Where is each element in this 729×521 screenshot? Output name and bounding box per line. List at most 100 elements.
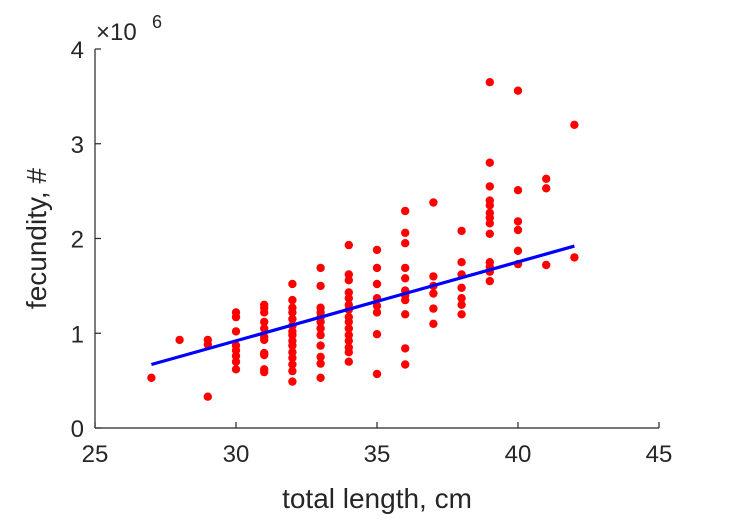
- scatter-point: [485, 182, 494, 191]
- scatter-point: [372, 279, 382, 289]
- scatter-point: [203, 392, 212, 401]
- scatter-point: [231, 312, 241, 322]
- scatter-point: [513, 186, 523, 195]
- y-tick-label: 3: [71, 132, 84, 159]
- scatter-point: [288, 295, 297, 305]
- scatter-point: [316, 341, 325, 350]
- scatter-point: [485, 158, 494, 167]
- scatter-point: [457, 310, 466, 319]
- scatter-point: [429, 198, 438, 207]
- scatter-point: [288, 308, 297, 317]
- scatter-point: [260, 367, 269, 377]
- scatter-point: [231, 357, 241, 366]
- scatter-point: [288, 377, 297, 386]
- scatter-point: [372, 330, 382, 339]
- scatter-point: [288, 366, 297, 376]
- scatter-point: [260, 324, 269, 333]
- scatter-point: [372, 245, 382, 255]
- x-axis-label: total length, cm: [282, 483, 472, 514]
- scatter-point: [429, 319, 438, 328]
- scatter-point: [344, 240, 353, 250]
- scatter-point: [401, 206, 410, 216]
- scatter-point: [372, 308, 382, 317]
- scatter-point: [457, 226, 466, 236]
- scatter-point: [485, 78, 494, 87]
- scatter-point: [316, 359, 325, 368]
- scatter-point: [429, 272, 438, 281]
- scatter-point: [513, 246, 523, 255]
- scatter-point: [344, 357, 353, 366]
- scatter-point: [288, 341, 297, 350]
- scatter-point: [288, 314, 297, 324]
- scatter-point: [485, 201, 494, 210]
- scatter-point: [260, 317, 269, 327]
- scatter-point: [401, 228, 410, 237]
- scatter-point: [570, 120, 579, 129]
- scatter-point: [401, 239, 410, 248]
- scatter-point: [316, 330, 325, 340]
- scatter-point: [288, 353, 297, 363]
- scatter-point: [485, 229, 494, 238]
- scatter-point: [542, 260, 551, 270]
- scatter-point: [260, 350, 269, 360]
- scatter-point: [288, 360, 297, 369]
- x-tick-label: 40: [505, 441, 532, 468]
- x-tick-label: 30: [223, 441, 250, 468]
- scatter-point: [288, 279, 297, 289]
- scatter-point: [175, 335, 184, 345]
- scatter-point: [316, 373, 325, 382]
- scatter-point: [429, 304, 438, 313]
- scatter-point: [457, 283, 466, 292]
- scatter-point: [316, 324, 325, 333]
- scatter-point: [147, 373, 156, 382]
- scatter-point: [513, 225, 523, 235]
- y-tick-label: 4: [71, 37, 84, 64]
- scatter-point: [401, 360, 410, 369]
- scatter-point: [316, 263, 325, 273]
- scatter-point: [513, 217, 523, 226]
- scatter-point: [401, 295, 410, 305]
- scatter-point: [513, 86, 523, 95]
- scatter-point: [344, 294, 353, 303]
- x-tick-label: 25: [82, 441, 109, 468]
- scatter-point: [260, 308, 269, 317]
- y-tick-label: 1: [71, 321, 84, 348]
- scatter-point: [457, 258, 466, 267]
- scatter-point: [401, 274, 410, 283]
- scatter-point: [316, 352, 325, 362]
- y-axis-multiplier: ×10: [96, 19, 137, 46]
- fit-line: [150, 244, 575, 367]
- scatter-point: [344, 317, 353, 327]
- scatter-point: [570, 253, 579, 262]
- scatter-point: [344, 276, 353, 285]
- scatter-point: [316, 317, 325, 327]
- scatter-point: [231, 327, 241, 336]
- scatter-point: [542, 184, 551, 193]
- scatter-point: [316, 281, 325, 291]
- y-tick-label: 0: [71, 416, 84, 443]
- scatter-point: [344, 324, 353, 333]
- axes: 25 30 35 40 45 0 1 2 3 4: [71, 37, 673, 468]
- scatter-point: [372, 263, 382, 273]
- y-axis-label: fecundity, #: [21, 168, 52, 310]
- scatter-point: [401, 263, 410, 273]
- scatter-point: [457, 300, 466, 309]
- scatter-point: [260, 335, 269, 345]
- y-axis-multiplier-exponent: 6: [152, 12, 162, 32]
- chart-marks: [147, 78, 579, 401]
- scatter-point: [344, 336, 353, 345]
- scatter-point: [401, 344, 410, 353]
- x-tick-label: 35: [364, 441, 391, 468]
- x-tick-label: 45: [646, 441, 673, 468]
- scatter-point: [485, 276, 494, 286]
- scatter-point: [372, 369, 382, 379]
- scatter-point: [429, 289, 438, 298]
- scatter-point: [344, 348, 353, 357]
- scatter-point: [372, 301, 382, 310]
- scatter-point: [231, 365, 241, 374]
- y-tick-label: 2: [71, 227, 84, 254]
- scatter-point: [401, 310, 410, 319]
- scatter-point: [542, 174, 551, 183]
- scatter-point: [485, 219, 494, 228]
